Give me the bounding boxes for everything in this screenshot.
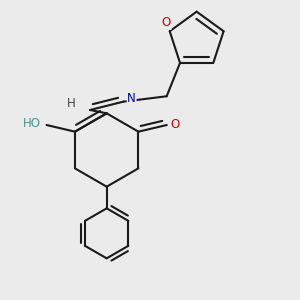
- Text: O: O: [170, 118, 180, 131]
- Text: H: H: [67, 97, 76, 110]
- Text: HO: HO: [22, 117, 40, 130]
- Text: O: O: [162, 16, 171, 29]
- Text: N: N: [127, 92, 136, 105]
